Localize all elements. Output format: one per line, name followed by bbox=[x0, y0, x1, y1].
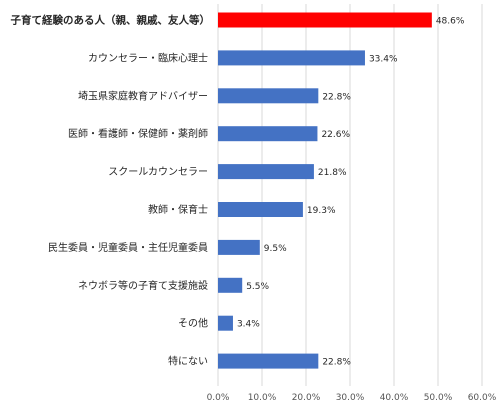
category-label: カウンセラー・臨床心理士 bbox=[88, 51, 208, 64]
category-label: ネウボラ等の子育て支援施設 bbox=[78, 279, 208, 292]
bar bbox=[218, 202, 303, 217]
data-label: 3.4% bbox=[237, 320, 260, 330]
x-tick-label: 20.0% bbox=[292, 393, 321, 403]
x-tick-label: 0.0% bbox=[207, 393, 230, 403]
bar bbox=[218, 315, 233, 331]
data-label: 19.3% bbox=[307, 206, 336, 216]
category-labels: 子育て経験のある人（親、親戚、友人等） カウンセラー・臨床心理士埼玉県家庭教育アド… bbox=[11, 14, 211, 368]
category-label: その他 bbox=[178, 317, 208, 330]
data-label: 22.8% bbox=[322, 358, 351, 368]
data-label: 9.5% bbox=[264, 244, 287, 254]
bar bbox=[218, 50, 365, 66]
x-tick-label: 30.0% bbox=[336, 393, 365, 403]
category-label: 特にない bbox=[168, 356, 208, 368]
category-label: スクールカウンセラー bbox=[108, 166, 208, 178]
x-tick-label: 40.0% bbox=[380, 393, 409, 403]
x-tick-label: 50.0% bbox=[424, 393, 453, 403]
bar bbox=[218, 239, 260, 255]
bars bbox=[218, 12, 432, 369]
x-tick-label: 10.0% bbox=[248, 393, 277, 403]
category-label: 埼玉県家庭教育アドバイザー bbox=[78, 89, 208, 102]
gridlines bbox=[217, 4, 483, 386]
bar bbox=[218, 126, 318, 142]
data-label: 33.4% bbox=[369, 54, 398, 64]
data-label: 22.6% bbox=[321, 130, 350, 140]
data-label: 5.5% bbox=[246, 282, 269, 292]
category-label: 医師・看護師・保健師・薬剤師 bbox=[68, 127, 208, 140]
bar bbox=[218, 12, 432, 28]
data-label: 48.6% bbox=[436, 17, 465, 27]
data-label: 22.8% bbox=[322, 92, 351, 102]
bar bbox=[218, 164, 314, 180]
category-label: 子育て経験のある人（親、親戚、友人等） bbox=[11, 14, 211, 27]
category-label: 教師・保育士 bbox=[148, 203, 208, 216]
bar bbox=[218, 277, 243, 293]
data-labels: 48.6% 33.4% 22.8% 22.6% 21.8% 19.3% 9.5% 5.5% 3.… bbox=[237, 17, 465, 368]
bar bbox=[218, 88, 319, 104]
x-axis-ticks: 0.0% 10.0% 20.0% 30.0% 40.0% 50.0% 60.0% bbox=[207, 393, 497, 403]
category-label: 民生委員・児童委員・主任児童委員 bbox=[48, 241, 208, 254]
bar bbox=[218, 353, 319, 369]
x-tick-label: 60.0% bbox=[468, 393, 497, 403]
data-label: 21.8% bbox=[318, 168, 347, 178]
